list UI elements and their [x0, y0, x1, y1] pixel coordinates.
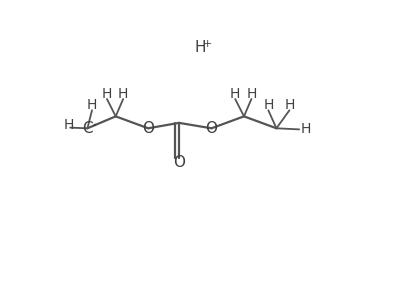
Text: O: O	[205, 121, 217, 136]
Text: O: O	[142, 121, 154, 136]
Text: H: H	[63, 118, 74, 133]
Text: H: H	[246, 87, 256, 101]
Text: H: H	[284, 98, 295, 112]
Text: H: H	[230, 87, 241, 101]
Text: H: H	[194, 40, 206, 56]
Text: H: H	[102, 87, 112, 101]
Text: H: H	[300, 122, 311, 136]
Text: ·: ·	[91, 117, 97, 135]
Text: H: H	[87, 98, 97, 112]
Text: H: H	[118, 87, 128, 101]
Text: O: O	[173, 155, 185, 170]
Text: C: C	[82, 121, 93, 136]
Text: +: +	[202, 39, 212, 49]
Text: H: H	[263, 98, 274, 112]
